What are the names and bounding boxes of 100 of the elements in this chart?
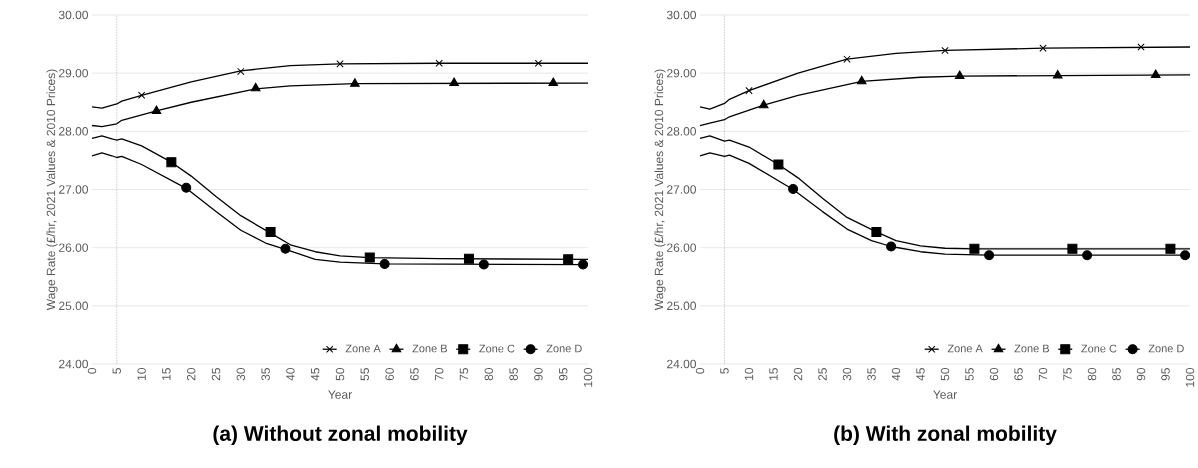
point bbox=[435, 59, 443, 67]
x-tick-label: 25 bbox=[211, 368, 221, 381]
x-axis-title: Year bbox=[933, 390, 957, 399]
point bbox=[265, 226, 276, 237]
x-tick-label: 30 bbox=[842, 368, 852, 381]
x-tick-label: 20 bbox=[793, 368, 803, 381]
y-tick-label: 30.00 bbox=[666, 10, 697, 20]
x-tick-label: 100 bbox=[583, 368, 593, 387]
x-tick-label: 55 bbox=[965, 368, 974, 381]
point bbox=[563, 254, 574, 265]
x-tick-label: 50 bbox=[335, 368, 345, 381]
x-tick-label: 80 bbox=[1087, 368, 1097, 381]
point bbox=[181, 182, 192, 193]
text: (b) With zonal mobility bbox=[834, 425, 1057, 446]
x-tick-label: 10 bbox=[137, 368, 146, 380]
legend-label: Zone C bbox=[479, 344, 515, 353]
legend-label: Zone A bbox=[947, 344, 983, 353]
legend-label: Zone A bbox=[345, 344, 381, 353]
x-tick-label: 90 bbox=[534, 368, 543, 381]
point bbox=[984, 250, 995, 261]
point bbox=[871, 226, 882, 237]
x-tick-label: 85 bbox=[1112, 368, 1121, 381]
x-tick-label: 55 bbox=[360, 368, 369, 381]
point bbox=[137, 91, 146, 99]
point bbox=[843, 55, 851, 63]
point bbox=[1052, 69, 1063, 79]
point bbox=[1165, 243, 1176, 254]
y-axis-title: Wage Rate (£/hr, 2021 Values & 2010 Prices) bbox=[654, 69, 666, 311]
x-tick-label: 65 bbox=[1014, 368, 1023, 381]
legend-label: Zone D bbox=[546, 344, 582, 353]
legend-label: Zone C bbox=[1081, 344, 1117, 353]
y-tick-label: 26.00 bbox=[59, 243, 88, 252]
y-tick-label: 27.00 bbox=[667, 185, 697, 194]
y-tick-label: 28.00 bbox=[667, 127, 697, 136]
x-tick-label: 95 bbox=[1161, 368, 1170, 381]
line-series bbox=[699, 46, 1191, 110]
point bbox=[788, 183, 799, 194]
point bbox=[336, 60, 344, 68]
x-tick-label: 75 bbox=[459, 368, 469, 381]
x-tick-label: 35 bbox=[261, 368, 270, 381]
text: (a) Without zonal mobility bbox=[213, 425, 468, 446]
x-tick-label: 60 bbox=[989, 368, 999, 381]
y-tick-label: 25.00 bbox=[59, 301, 88, 311]
point bbox=[478, 259, 489, 270]
point bbox=[449, 77, 459, 87]
point bbox=[773, 159, 784, 170]
x-tick-label: 5 bbox=[720, 368, 729, 374]
x-tick-label: 35 bbox=[867, 368, 876, 381]
y-tick-label: 30.00 bbox=[58, 10, 88, 20]
x-tick-label: 65 bbox=[410, 368, 419, 381]
x-tick-label: 20 bbox=[186, 368, 196, 381]
point bbox=[1039, 44, 1047, 52]
point bbox=[954, 70, 965, 80]
point bbox=[745, 86, 753, 95]
point bbox=[969, 243, 980, 254]
point bbox=[886, 241, 897, 252]
point bbox=[250, 82, 261, 92]
y-tick-label: 29.00 bbox=[667, 68, 697, 78]
point bbox=[280, 243, 291, 254]
x-tick-label: 45 bbox=[916, 368, 925, 381]
x-tick-label: 60 bbox=[385, 368, 394, 381]
x-tick-label: 0 bbox=[695, 367, 705, 374]
x-tick-label: 30 bbox=[236, 368, 246, 381]
x-tick-label: 15 bbox=[162, 368, 171, 380]
point bbox=[941, 46, 949, 55]
x-tick-label: 50 bbox=[940, 368, 950, 381]
x-tick-label: 70 bbox=[1038, 368, 1048, 381]
y-tick-label: 25.00 bbox=[667, 301, 697, 311]
point bbox=[758, 99, 769, 109]
point bbox=[1150, 69, 1161, 78]
y-tick-label: 24.00 bbox=[667, 359, 697, 369]
y-tick-label: 28.00 bbox=[59, 127, 88, 136]
point bbox=[856, 75, 867, 85]
point bbox=[463, 253, 474, 264]
legend-label: Zone B bbox=[1014, 344, 1050, 353]
y-tick-label: 24.00 bbox=[59, 359, 88, 369]
legend-label: Zone D bbox=[1148, 344, 1184, 353]
x-axis-title: Year bbox=[328, 390, 352, 399]
point bbox=[1067, 243, 1078, 254]
x-tick-label: 5 bbox=[112, 368, 121, 374]
point bbox=[151, 105, 162, 114]
x-tick-label: 40 bbox=[286, 368, 295, 381]
y-tick-label: 27.00 bbox=[59, 185, 88, 194]
x-tick-label: 15 bbox=[769, 368, 778, 380]
point bbox=[379, 258, 390, 269]
point bbox=[237, 67, 245, 76]
point bbox=[534, 59, 543, 67]
y-tick-label: 26.00 bbox=[667, 243, 697, 252]
x-tick-label: 40 bbox=[891, 368, 901, 381]
x-tick-label: 95 bbox=[558, 368, 568, 381]
line-series bbox=[91, 62, 589, 109]
x-tick-label: 85 bbox=[509, 368, 518, 381]
x-tick-label: 45 bbox=[311, 368, 320, 381]
x-tick-label: 25 bbox=[818, 368, 827, 381]
x-tick-label: 0 bbox=[87, 367, 97, 374]
x-tick-label: 80 bbox=[484, 368, 494, 381]
point bbox=[350, 78, 360, 87]
point bbox=[166, 157, 177, 168]
y-tick-label: 29.00 bbox=[59, 68, 88, 78]
legend-label: Zone B bbox=[412, 344, 447, 353]
